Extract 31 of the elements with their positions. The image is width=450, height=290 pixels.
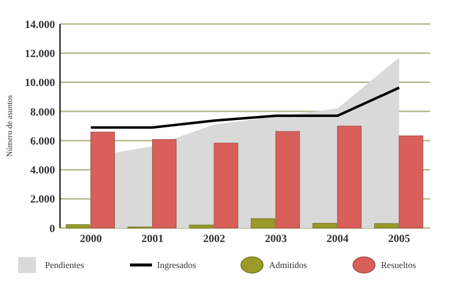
y-tick-label: 10.000 (24, 77, 56, 90)
bar (214, 142, 238, 228)
bar (374, 223, 399, 228)
legend-label: Pendientes (45, 260, 84, 270)
y-tick-label: 2.000 (30, 194, 56, 206)
y-tick-label: 14.000 (24, 18, 56, 31)
y-axis-title: Número de asuntos (5, 95, 14, 157)
x-tick-label: 2002 (203, 233, 226, 245)
y-tick-label: 0 (50, 222, 56, 235)
legend-label: Resueltos (381, 260, 416, 270)
x-tick-label: 2004 (326, 233, 349, 245)
line-series (90, 86, 400, 129)
bar (152, 139, 177, 228)
y-tick-label: 12.000 (24, 48, 56, 60)
x-tick-label: 2000 (80, 233, 102, 245)
x-tick-label: 2003 (264, 233, 288, 245)
bar (66, 224, 90, 228)
bar (275, 131, 300, 228)
x-tick-label: 2005 (388, 233, 411, 245)
bar (312, 222, 337, 228)
bar (337, 126, 362, 228)
legend-label: Ingresados (157, 260, 196, 270)
bar (250, 218, 276, 228)
bar (189, 224, 214, 228)
y-tick-label: 6.000 (30, 135, 56, 148)
y-tick-label: 8.000 (30, 106, 56, 118)
legend-label: Admitidos (269, 260, 308, 270)
bar (398, 136, 424, 228)
x-tick-label: 2001 (142, 233, 164, 245)
bar (90, 132, 115, 228)
y-tick-label: 4.000 (30, 164, 56, 177)
